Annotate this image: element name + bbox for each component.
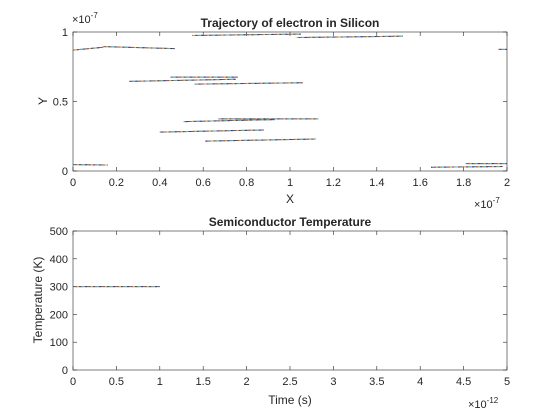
trajectory-series-line [159,129,264,133]
temperature-ytick-label: 300 [50,282,68,294]
temperature-xtick-label: 1 [157,376,163,388]
trajectory-xtick-label: 0.6 [196,177,211,189]
temperature-xlabel: Time (s) [268,393,312,407]
trajectory-x-exponent: ×10-7 [474,196,500,211]
trajectory-xtick-label: 1.8 [456,177,471,189]
trajectory-series-line [194,82,304,85]
temperature-xtick-label: 4 [417,376,423,388]
trajectory-series-trace [205,138,317,142]
trajectory-series-line [129,78,236,82]
trajectory-xtick-label: 0.2 [109,177,124,189]
trajectory-series-trace [72,46,104,51]
trajectory-series-trace [103,46,176,50]
temperature-ytick-label: 400 [50,254,68,266]
trajectory-axes: Trajectory of electron in Silicon X Y ×1… [36,11,510,211]
trajectory-series-trace [129,78,236,82]
temperature-xtick-label: 2 [244,376,250,388]
trajectory-xtick-label: 1.6 [413,177,428,189]
trajectory-series-trace [431,166,503,168]
temperature-xtick-label: 1.5 [196,376,211,388]
trajectory-series-trace [194,82,304,85]
temperature-xtick-label: 0 [70,376,76,388]
trajectory-ytick-label: 0.5 [53,97,68,109]
trajectory-series-trace [103,46,176,50]
trajectory-series-line [205,138,317,142]
trajectory-series-line [183,119,275,123]
trajectory-series-trace [183,119,275,123]
trajectory-series-trace [192,33,301,36]
temperature-ytick-label: 0 [62,365,68,377]
trajectory-series-trace [296,35,403,39]
trajectory-xtick-label: 1.2 [326,177,341,189]
trajectory-series-line [72,46,104,51]
trajectory-xlabel: X [286,192,294,206]
trajectory-xtick-label: 0.4 [152,177,167,189]
temperature-ytick-label: 200 [50,309,68,321]
trajectory-y-exponent: ×10-7 [72,11,98,26]
trajectory-series-trace [194,82,304,85]
trajectory-ytick-label: 1 [62,27,68,39]
trajectory-series-trace [103,46,176,50]
trajectory-series-trace [205,138,317,142]
temperature-xtick-label: 2.5 [282,376,297,388]
temperature-xtick-label: 5 [504,376,510,388]
trajectory-series-trace [192,33,301,36]
trajectory-title: Trajectory of electron in Silicon [201,16,380,30]
temperature-ytick-label: 100 [50,337,68,349]
trajectory-series-trace [72,46,104,51]
trajectory-series-trace [129,78,236,82]
temperature-title: Semiconductor Temperature [209,215,372,229]
trajectory-series-trace [159,129,264,133]
trajectory-series-trace [183,119,275,123]
trajectory-series-line [103,46,176,50]
temperature-axes: Semiconductor Temperature Time (s) Tempe… [31,215,510,411]
trajectory-series-trace [159,129,264,133]
temperature-xtick-label: 3 [330,376,336,388]
temperature-xtick-label: 0.5 [109,376,124,388]
temperature-ytick-label: 500 [50,226,68,238]
trajectory-xtick-label: 0 [70,177,76,189]
trajectory-series-line [431,166,503,168]
trajectory-series-trace [72,46,104,51]
trajectory-xtick-label: 1 [287,177,293,189]
trajectory-xtick-label: 1.4 [369,177,384,189]
trajectory-series-line [192,33,301,36]
temperature-x-exponent: ×10-12 [468,396,499,411]
trajectory-series-line [296,35,403,39]
temperature-xtick-label: 3.5 [369,376,384,388]
trajectory-ylabel: Y [36,97,50,105]
trajectory-series-trace [129,78,236,82]
trajectory-ytick-label: 0 [62,166,68,178]
trajectory-series-trace [296,35,403,39]
trajectory-xtick-label: 2 [504,177,510,189]
temperature-ylabel: Temperature (K) [31,257,45,344]
trajectory-series-trace [431,166,503,168]
trajectory-xtick-label: 0.8 [239,177,254,189]
trajectory-series-trace [205,138,317,142]
trajectory-series-trace [431,166,503,168]
temperature-xtick-label: 4.5 [456,376,471,388]
